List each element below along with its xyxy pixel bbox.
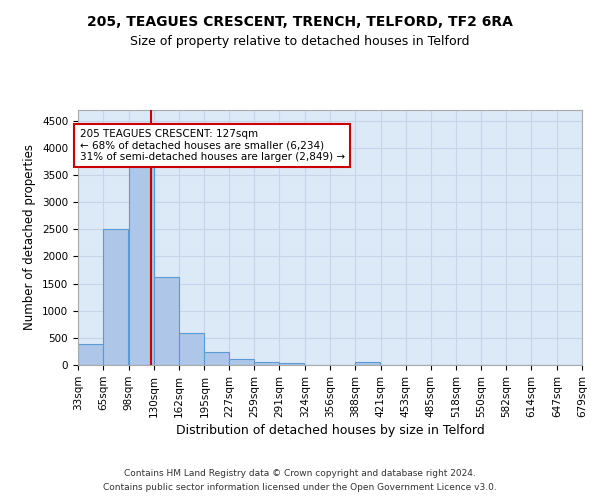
- Bar: [129, 163, 154, 365]
- Bar: [78, 344, 103, 365]
- Bar: [279, 363, 304, 365]
- Text: Contains public sector information licensed under the Open Government Licence v3: Contains public sector information licen…: [103, 484, 497, 492]
- Y-axis label: Number of detached properties: Number of detached properties: [23, 144, 37, 330]
- Bar: [179, 333, 203, 365]
- Bar: [154, 277, 179, 365]
- Text: Contains HM Land Registry data © Crown copyright and database right 2024.: Contains HM Land Registry data © Crown c…: [124, 468, 476, 477]
- Bar: [205, 352, 229, 365]
- Text: 205 TEAGUES CRESCENT: 127sqm
← 68% of detached houses are smaller (6,234)
31% of: 205 TEAGUES CRESCENT: 127sqm ← 68% of de…: [80, 129, 344, 162]
- X-axis label: Distribution of detached houses by size in Telford: Distribution of detached houses by size …: [176, 424, 484, 437]
- Text: Size of property relative to detached houses in Telford: Size of property relative to detached ho…: [130, 35, 470, 48]
- Bar: [229, 359, 254, 365]
- Text: 205, TEAGUES CRESCENT, TRENCH, TELFORD, TF2 6RA: 205, TEAGUES CRESCENT, TRENCH, TELFORD, …: [87, 15, 513, 29]
- Bar: [103, 230, 128, 365]
- Bar: [355, 362, 380, 365]
- Bar: [254, 362, 279, 365]
